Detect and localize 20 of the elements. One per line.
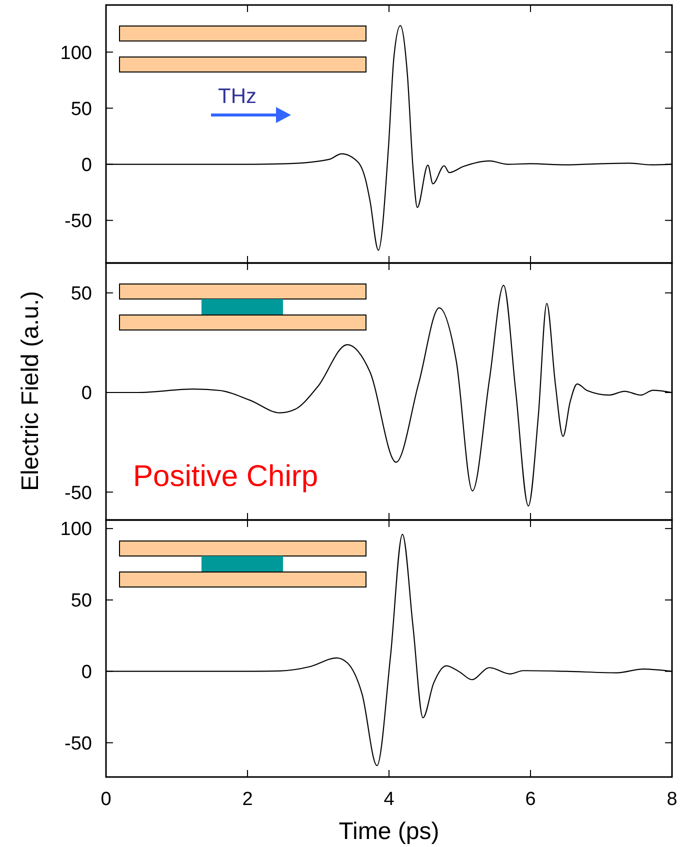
x-tick-label: 0 [100,789,112,810]
y-tick-label: 50 [70,590,92,612]
y-tick-label: 0 [81,154,92,176]
x-tick-label: 2 [242,789,253,810]
y-tick-label: 100 [60,42,92,64]
y-tick-label: 100 [60,519,92,540]
x-tick-label: 6 [525,789,536,810]
y-tick-label: -50 [64,733,92,754]
y-axis-title: Electric Field (a.u.) [17,290,44,492]
annotation: THz [218,85,256,108]
x-axis-title: Time (ps) [338,818,440,845]
y-tick-label: 50 [70,98,92,120]
x-tick-label: 4 [384,789,395,810]
y-tick-label: -50 [64,482,92,504]
y-tick-label: 0 [81,383,92,404]
y-tick-label: -50 [64,211,92,232]
y-tick-label: 50 [70,284,92,305]
y-tick-label: 0 [81,662,92,683]
annotation: Positive Chirp [133,460,318,493]
x-tick-label: 8 [666,789,678,810]
